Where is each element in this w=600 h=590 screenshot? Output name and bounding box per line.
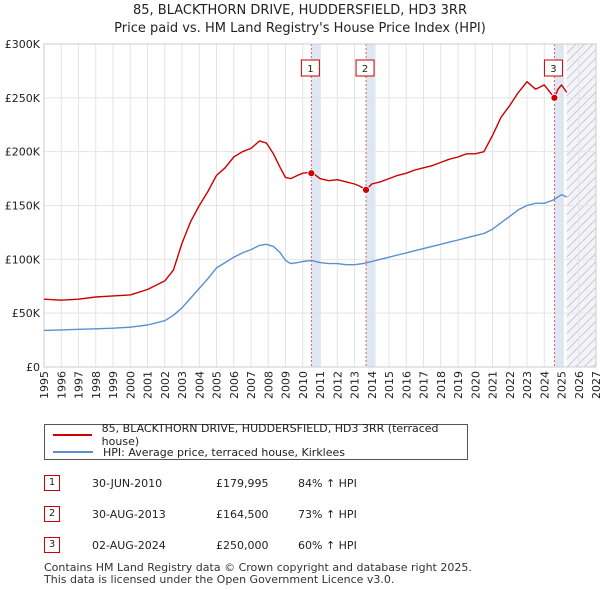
x-tick-label: 1999: [107, 371, 120, 399]
sale-price: £179,995: [216, 477, 269, 490]
sale-hpi-change: 73% ↑ HPI: [298, 508, 357, 521]
legend-item-hpi: HPI: Average price, terraced house, Kirk…: [53, 444, 345, 460]
sale-date: 02-AUG-2024: [92, 539, 166, 552]
chart-title-block: 85, BLACKTHORN DRIVE, HUDDERSFIELD, HD3 …: [0, 2, 600, 38]
x-tick-label: 2014: [366, 371, 379, 399]
chart-title: 85, BLACKTHORN DRIVE, HUDDERSFIELD, HD3 …: [133, 3, 467, 18]
hpi-line: [43, 193, 567, 332]
x-tick-label: 1998: [90, 371, 103, 399]
x-tick-label: 2024: [538, 371, 551, 399]
legend-swatch-hpi: [53, 451, 93, 453]
legend-item-property: 85, BLACKTHORN DRIVE, HUDDERSFIELD, HD3 …: [53, 422, 467, 448]
x-tick-label: 2004: [193, 371, 206, 399]
x-tick-label: 2021: [487, 371, 500, 399]
sale-date: 30-AUG-2013: [92, 508, 166, 521]
x-tick-label: 2012: [331, 371, 344, 399]
footer-line-1: Contains HM Land Registry data © Crown c…: [44, 561, 472, 574]
sale-label-3: 3: [550, 64, 556, 75]
x-tick-label: 2016: [400, 371, 413, 399]
sale-price: £164,500: [216, 508, 269, 521]
sale-point-1: [307, 169, 316, 178]
sale-number-badge: 1: [44, 475, 60, 491]
x-tick-label: 2015: [383, 371, 396, 399]
y-tick-label: £150K: [5, 200, 41, 213]
legend-label-property: 85, BLACKTHORN DRIVE, HUDDERSFIELD, HD3 …: [101, 422, 439, 448]
x-tick-label: 2006: [228, 371, 241, 399]
sale-label-1: 1: [307, 64, 313, 75]
sale-label-box-1: [300, 59, 320, 77]
x-tick-label: 2023: [521, 371, 534, 399]
sale-number-badge: 3: [44, 537, 60, 553]
sale-point-3: [550, 93, 559, 102]
sale-hpi-change: 60% ↑ HPI: [298, 539, 357, 552]
chart-legend: 85, BLACKTHORN DRIVE, HUDDERSFIELD, HD3 …: [44, 422, 468, 460]
x-tick-label: 2027: [590, 371, 600, 399]
x-tick-label: 2000: [124, 371, 137, 399]
sale-point-2: [362, 185, 370, 194]
sale-number-badge: 2: [44, 506, 60, 522]
y-tick-label: £50K: [12, 307, 41, 320]
x-tick-label: 2019: [452, 371, 465, 399]
sale-label-box-2: [355, 59, 375, 77]
sale-date: 30-JUN-2010: [92, 477, 163, 490]
chart-subtitle: Price paid vs. HM Land Registry's House …: [114, 21, 486, 36]
x-tick-label: 2009: [280, 371, 293, 399]
y-tick-label: £300K: [5, 38, 41, 51]
x-tick-label: 2002: [159, 371, 172, 399]
plot-frame: [43, 43, 597, 368]
sale-label-2: 2: [362, 64, 368, 75]
x-tick-label: 2007: [245, 371, 258, 399]
x-tick-label: 2011: [314, 371, 327, 399]
footer-line-2: This data is licensed under the Open Gov…: [44, 573, 395, 586]
y-tick-label: £200K: [5, 146, 41, 159]
x-tick-label: 2025: [556, 371, 569, 399]
x-tick-label: 2026: [573, 371, 586, 399]
x-tick-label: 1997: [73, 371, 86, 399]
x-tick-label: 2008: [262, 371, 275, 399]
footer-attribution: Contains HM Land Registry data © Crown c…: [44, 562, 472, 586]
sale-price: £250,000: [216, 539, 269, 552]
price-chart: 1 2 3 £0 £50K £100K £150K £200K £250K £300K 1995 19…: [5, 38, 600, 399]
x-tick-label: 2013: [349, 371, 362, 399]
y-tick-label: £0: [26, 361, 40, 374]
legend-label-hpi: HPI: Average price, terraced house, Kirk…: [103, 445, 346, 459]
legend-swatch-property: [53, 434, 92, 436]
y-tick-label: £100K: [5, 253, 41, 266]
sale-hpi-change: 84% ↑ HPI: [298, 477, 357, 490]
y-tick-label: £250K: [5, 92, 41, 105]
x-tick-label: 2018: [435, 371, 448, 399]
x-tick-label: 1996: [55, 371, 68, 399]
x-tick-label: 2005: [211, 371, 224, 399]
x-tick-label: 2020: [469, 371, 482, 399]
x-tick-label: 2010: [297, 371, 310, 399]
property-price-line: [43, 80, 568, 301]
x-tick-label: 2003: [176, 371, 189, 399]
x-tick-label: 2017: [418, 371, 431, 399]
x-tick-label: 2022: [504, 371, 517, 399]
x-tick-label: 2001: [142, 371, 155, 399]
x-tick-label: 1995: [38, 371, 51, 399]
sale-label-box-3: [543, 59, 563, 77]
